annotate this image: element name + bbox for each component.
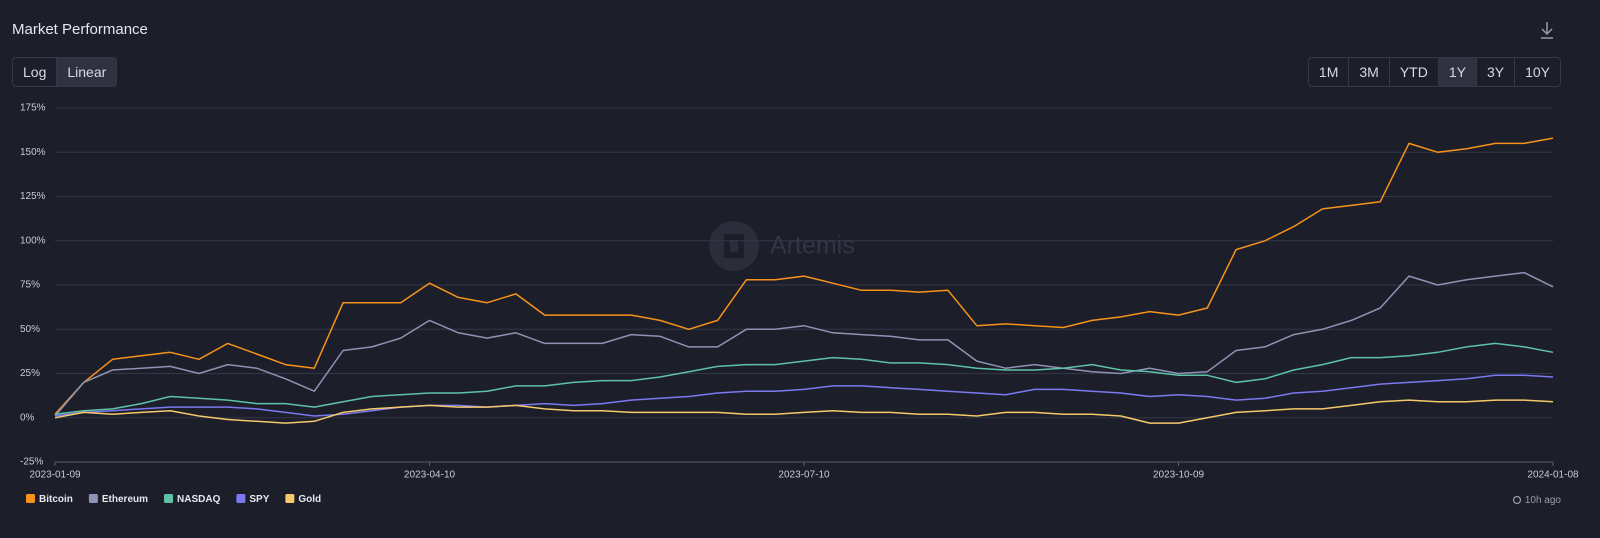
scale-toggle: Log Linear bbox=[12, 57, 118, 87]
legend-label: SPY bbox=[249, 494, 269, 505]
title: Market Performance bbox=[12, 21, 148, 38]
y-tick-label: 100% bbox=[20, 235, 46, 246]
x-tick-label: 2023-01-09 bbox=[29, 470, 81, 481]
toggle-button[interactable]: Linear bbox=[56, 58, 117, 86]
toggle-button[interactable]: 10Y bbox=[1514, 58, 1560, 86]
y-tick-label: -25% bbox=[20, 457, 43, 468]
series-line bbox=[54, 271, 1554, 417]
updated-time: 10h ago bbox=[1524, 495, 1561, 506]
y-tick-label: 0% bbox=[20, 412, 35, 423]
legend-swatch bbox=[285, 494, 295, 503]
x-tick-label: 2023-10-09 bbox=[1153, 470, 1205, 481]
toggle-button[interactable]: 3M bbox=[1348, 58, 1388, 86]
series-line bbox=[54, 399, 1554, 424]
y-tick-label: 150% bbox=[20, 147, 46, 158]
series-line bbox=[54, 342, 1554, 415]
toggle-button[interactable]: 1Y bbox=[1437, 58, 1476, 86]
legend-swatch bbox=[164, 494, 174, 503]
toggle-button[interactable]: 3Y bbox=[1475, 58, 1514, 86]
series-line bbox=[54, 374, 1554, 417]
legend-label: Bitcoin bbox=[39, 494, 73, 505]
toggle-button[interactable]: Log bbox=[23, 64, 47, 80]
x-tick-label: 2024-01-08 bbox=[1527, 470, 1579, 481]
watermark: Artemis bbox=[709, 221, 855, 271]
legend-label: Gold bbox=[298, 494, 321, 505]
download-icon[interactable] bbox=[1541, 22, 1553, 39]
refresh-icon bbox=[1512, 495, 1522, 505]
y-tick-label: 175% bbox=[20, 103, 46, 114]
y-tick-label: 25% bbox=[20, 368, 40, 379]
y-tick-label: 50% bbox=[20, 324, 40, 335]
range-toggle: 1M 3M YTD 1Y 3Y 10Y bbox=[1307, 57, 1561, 87]
legend-swatch bbox=[88, 494, 98, 503]
legend-label: Ethereum bbox=[102, 494, 148, 505]
y-tick-label: 75% bbox=[20, 280, 40, 291]
legend-swatch bbox=[26, 494, 35, 503]
x-tick-label: 2023-07-10 bbox=[778, 470, 830, 481]
watermark-text: Artemis bbox=[770, 232, 855, 260]
toggle-button[interactable]: 1M bbox=[1318, 64, 1339, 80]
legend-label: NASDAQ bbox=[177, 494, 221, 505]
series-line bbox=[54, 137, 1554, 415]
y-tick-label: 125% bbox=[20, 191, 46, 202]
toggle-button[interactable]: YTD bbox=[1388, 58, 1438, 86]
legend-swatch bbox=[236, 494, 246, 503]
x-tick-label: 2023-04-10 bbox=[404, 470, 456, 481]
